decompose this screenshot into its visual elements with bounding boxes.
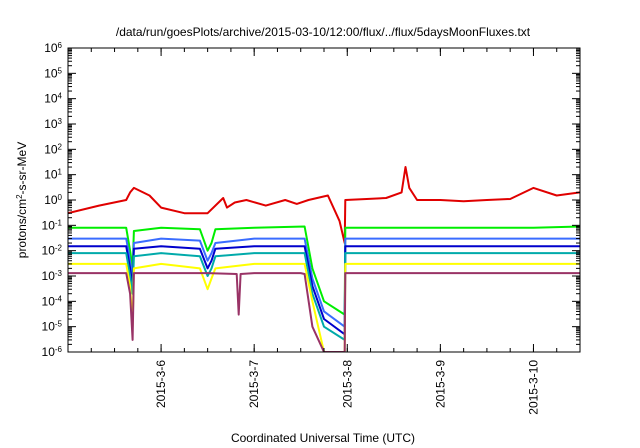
x-tick-label: 2015-3-8 [340,360,354,408]
y-axis-label-sup: 2 [15,194,24,199]
series-line-7 [68,272,580,352]
y-tick-label: 101 [44,167,62,182]
series-line-6 [68,262,580,352]
chart-title: /data/run/goesPlots/archive/2015-03-10/1… [116,25,531,39]
y-tick-label: 105 [44,66,62,81]
x-tick-label: 2015-3-7 [247,360,261,408]
y-tick-label: 100 [44,193,62,208]
series-line-2 [68,225,580,316]
ticks-layer: 10-6 10-5 10-4 10-3 10-2 10-1 100 101 102 103 104 1… [42,41,580,415]
y-tick-label: 10-1 [42,218,63,233]
x-tick-label: 2015-3-9 [433,360,447,408]
y-tick-label: 106 [44,41,62,56]
series-line-4 [68,245,580,336]
y-tick-label: 10-5 [42,319,63,334]
x-tick-label: 2015-3-10 [527,360,541,415]
y-tick-label: 10-6 [42,345,63,360]
x-tick-label: 2015-3-6 [154,360,168,408]
x-axis-label: Coordinated Universal Time (UTC) [231,431,415,445]
y-tick-label: 10-3 [42,269,63,284]
y-tick-label: 104 [44,91,62,106]
series-line-1 [68,166,580,244]
y-axis-label-main: protons/cm [15,199,29,258]
y-axis-label-rest: -s-sr-MeV [15,142,29,195]
y-tick-label: 10-4 [42,294,63,309]
series-line-3 [68,237,580,328]
y-tick-label: 103 [44,117,62,132]
y-axis-label: protons/cm2-s-sr-MeV [15,142,30,258]
y-tick-label: 102 [44,142,62,157]
series-layer [68,166,580,352]
y-tick-label: 10-2 [42,243,63,258]
